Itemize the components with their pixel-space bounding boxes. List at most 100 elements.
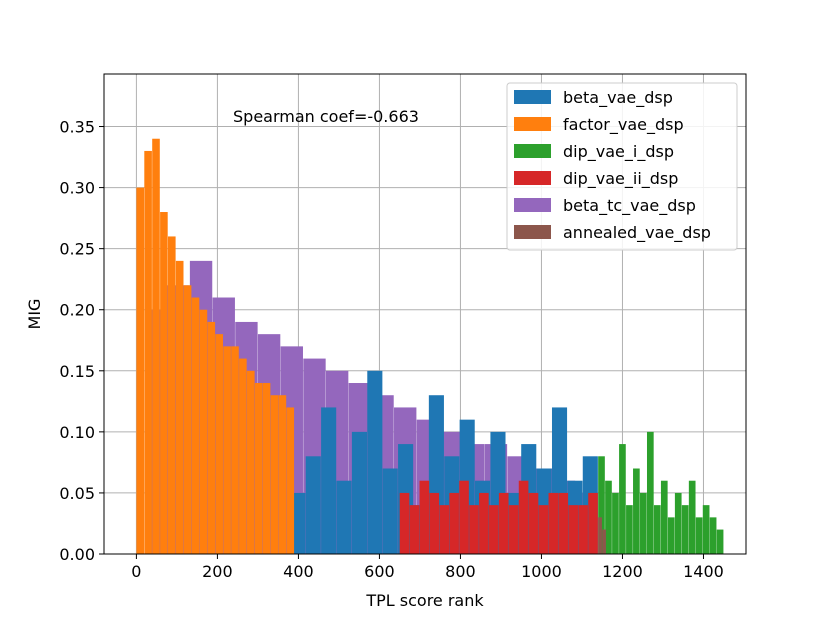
x-tick-label: 800 xyxy=(445,562,476,581)
legend-label: annealed_vae_dsp xyxy=(563,223,711,243)
x-tick-label: 600 xyxy=(364,562,395,581)
bar-dip-vae-ii-dsp xyxy=(528,492,539,554)
bars xyxy=(136,138,724,555)
bar-dip-vae-i-dsp xyxy=(702,505,710,554)
bar-dip-vae-ii-dsp xyxy=(578,505,588,554)
legend-label: beta_tc_vae_dsp xyxy=(563,196,696,216)
bar-factor-vae-dsp xyxy=(286,407,295,554)
legend-label: factor_vae_dsp xyxy=(563,115,684,135)
x-tick-label: 0 xyxy=(131,562,141,581)
bar-factor-vae-dsp xyxy=(144,150,152,554)
x-tick-label: 400 xyxy=(283,562,314,581)
bar-dip-vae-ii-dsp xyxy=(419,480,430,554)
y-ticks: 0.00 0.05 0.10 0.15 0.20 0.25 0.30 0.35 xyxy=(59,118,104,564)
x-tick-label: 1000 xyxy=(521,562,562,581)
x-axis-title: TPL score rank xyxy=(365,591,484,610)
bar-factor-vae-dsp xyxy=(270,395,279,554)
bar-dip-vae-ii-dsp xyxy=(449,492,459,554)
y-tick-label: 0.15 xyxy=(59,362,95,381)
bar-dip-vae-ii-dsp xyxy=(409,505,420,554)
y-tick-label: 0.05 xyxy=(59,484,95,503)
bar-dip-vae-ii-dsp xyxy=(488,505,499,554)
bar-factor-vae-dsp xyxy=(136,187,145,555)
y-tick-label: 0.30 xyxy=(59,179,95,198)
bar-factor-vae-dsp xyxy=(207,321,216,554)
bar-factor-vae-dsp xyxy=(215,334,223,554)
legend-swatch xyxy=(514,198,551,212)
legend: beta_vae_dsp factor_vae_dsp dip_vae_i_dspd… xyxy=(506,82,738,251)
x-tick-label: 1200 xyxy=(602,562,643,581)
legend-label: beta_vae_dsp xyxy=(563,88,673,108)
bar-factor-vae-dsp xyxy=(246,370,255,554)
bar-factor-vae-dsp xyxy=(239,358,247,554)
bar-beta-vae-dsp xyxy=(351,431,367,554)
y-tick-label: 0.35 xyxy=(59,118,95,137)
y-tick-label: 0.20 xyxy=(59,301,95,320)
bar-factor-vae-dsp xyxy=(278,395,287,554)
bar-dip-vae-i-dsp xyxy=(667,517,675,554)
plot-frame xyxy=(103,73,747,555)
bar-dip-vae-ii-dsp xyxy=(518,480,529,554)
bar-factor-vae-dsp xyxy=(262,383,271,554)
bar-beta-vae-dsp xyxy=(367,370,383,554)
x-tick-label: 1400 xyxy=(683,562,724,581)
legend-swatch xyxy=(514,225,551,239)
bar-dip-vae-ii-dsp xyxy=(588,492,598,554)
bar-dip-vae-i-dsp xyxy=(681,505,689,554)
bar-dip-vae-i-dsp xyxy=(646,431,654,554)
bar-dip-vae-i-dsp xyxy=(619,444,626,554)
bar-dip-vae-i-dsp xyxy=(716,529,724,554)
bar-beta-vae-dsp xyxy=(321,407,337,554)
legend-swatch xyxy=(514,90,551,104)
bar-dip-vae-ii-dsp xyxy=(439,505,450,554)
bar-dip-vae-i-dsp xyxy=(598,456,605,554)
bar-beta-vae-dsp xyxy=(382,468,398,554)
bar-dip-vae-ii-dsp xyxy=(548,492,559,554)
bar-factor-vae-dsp xyxy=(231,346,239,554)
bar-beta-vae-dsp xyxy=(305,456,321,554)
x-ticks: 0 200 400 600 800 1000 1200 1400 xyxy=(131,554,724,581)
bar-factor-vae-dsp xyxy=(160,212,168,555)
legend-box xyxy=(506,82,738,251)
legend-swatch xyxy=(514,144,551,158)
bar-dip-vae-i-dsp xyxy=(695,517,703,554)
bar-beta-vae-dsp xyxy=(290,492,306,554)
bar-dip-vae-ii-dsp xyxy=(479,492,489,554)
bar-dip-vae-ii-dsp xyxy=(558,492,569,554)
bar-factor-vae-dsp xyxy=(254,383,263,554)
y-axis-title: MIG xyxy=(25,299,44,330)
bar-dip-vae-i-dsp xyxy=(626,505,633,554)
bar-factor-vae-dsp xyxy=(191,297,200,554)
bar-factor-vae-dsp xyxy=(183,285,192,554)
bar-dip-vae-i-dsp xyxy=(605,480,612,554)
bar-dip-vae-i-dsp xyxy=(674,492,682,554)
bar-annealed-vae-dsp xyxy=(602,529,606,554)
bar-dip-vae-ii-dsp xyxy=(459,480,469,554)
bar-annealed-vae-dsp xyxy=(598,517,602,554)
y-tick-label: 0.00 xyxy=(59,545,95,564)
x-tick-label: 200 xyxy=(202,562,233,581)
y-tick-label: 0.10 xyxy=(59,423,95,442)
bar-factor-vae-dsp xyxy=(223,346,231,554)
bar-dip-vae-ii-dsp xyxy=(469,505,479,554)
bar-dip-vae-ii-dsp xyxy=(568,505,579,554)
legend-label: dip_vae_ii_dsp xyxy=(563,169,678,189)
bar-dip-vae-i-dsp xyxy=(653,505,661,554)
bar-dip-vae-ii-dsp xyxy=(538,505,549,554)
bar-dip-vae-i-dsp xyxy=(633,468,640,554)
spearman-annotation: Spearman coef=-0.663 xyxy=(233,107,419,126)
bar-dip-vae-i-dsp xyxy=(660,480,668,554)
bar-factor-vae-dsp xyxy=(175,260,184,554)
bar-dip-vae-i-dsp xyxy=(612,492,619,554)
bar-dip-vae-i-dsp xyxy=(640,492,647,554)
bar-factor-vae-dsp xyxy=(167,236,176,554)
legend-label: dip_vae_i_dsp xyxy=(563,142,674,162)
bar-factor-vae-dsp xyxy=(152,138,160,554)
bar-dip-vae-ii-dsp xyxy=(498,492,509,554)
bar-dip-vae-ii-dsp xyxy=(429,492,440,554)
bar-factor-vae-dsp xyxy=(199,309,208,554)
legend-swatch xyxy=(514,171,551,185)
bar-dip-vae-ii-dsp xyxy=(508,505,519,554)
bar-dip-vae-i-dsp xyxy=(709,517,717,554)
